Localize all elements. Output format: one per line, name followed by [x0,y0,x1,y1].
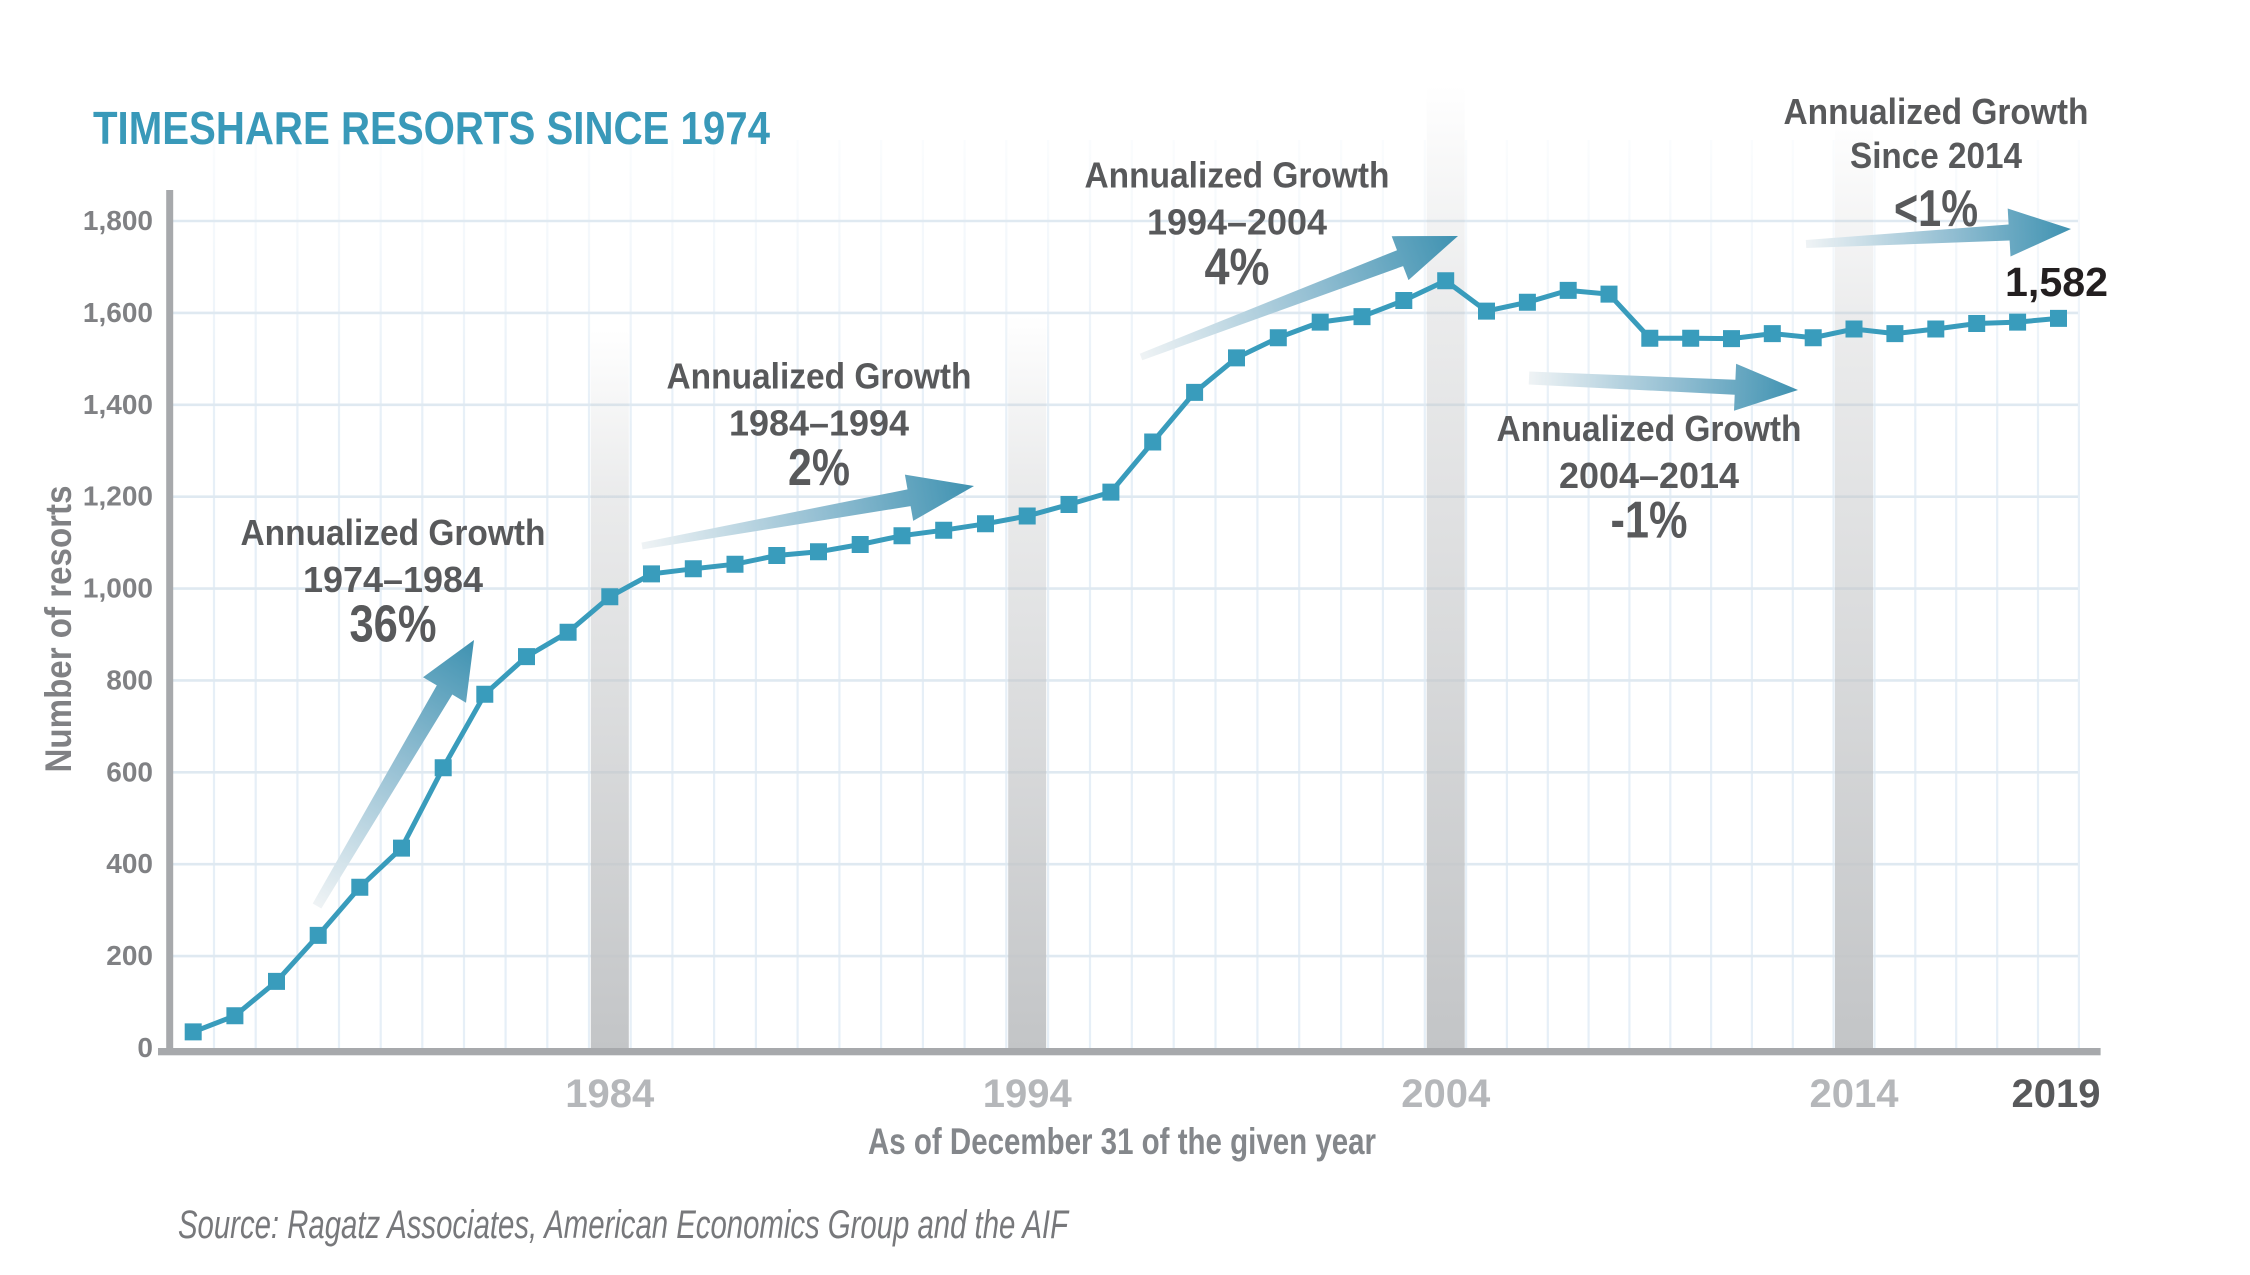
svg-text:1,800: 1,800 [83,205,153,236]
svg-text:400: 400 [106,848,153,879]
svg-text:2004: 2004 [1401,1072,1491,1116]
svg-text:600: 600 [106,756,153,787]
svg-text:1,582: 1,582 [2005,259,2108,305]
svg-text:TIMESHARE RESORTS SINCE 1974: TIMESHARE RESORTS SINCE 1974 [93,102,770,154]
svg-text:1984–1994: 1984–1994 [729,403,909,444]
svg-text:1,000: 1,000 [83,573,153,604]
svg-text:36%: 36% [350,596,437,654]
svg-text:2004–2014: 2004–2014 [1559,455,1739,496]
svg-text:1994: 1994 [983,1072,1073,1116]
svg-text:<1%: <1% [1894,180,1978,238]
svg-text:1994–2004: 1994–2004 [1147,202,1327,243]
svg-text:2019: 2019 [2012,1072,2101,1116]
svg-text:1,400: 1,400 [83,389,153,420]
svg-text:4%: 4% [1205,238,1270,296]
svg-text:2014: 2014 [1810,1072,1900,1116]
svg-text:Annualized Growth: Annualized Growth [1497,408,1802,449]
svg-text:200: 200 [106,940,153,971]
svg-text:Annualized Growth: Annualized Growth [1784,91,2089,132]
svg-text:Annualized Growth: Annualized Growth [241,512,546,553]
svg-text:Annualized Growth: Annualized Growth [667,356,972,397]
svg-text:-1%: -1% [1611,492,1688,550]
svg-text:2%: 2% [788,439,850,497]
svg-text:0: 0 [137,1032,153,1063]
svg-text:1,600: 1,600 [83,297,153,328]
svg-text:Source: Ragatz Associates, Ame: Source: Ragatz Associates, American Econ… [178,1203,1070,1247]
svg-text:Since 2014: Since 2014 [1850,135,2022,176]
svg-text:800: 800 [106,664,153,695]
svg-text:1984: 1984 [565,1072,655,1116]
svg-text:Annualized Growth: Annualized Growth [1085,155,1390,196]
svg-text:1974–1984: 1974–1984 [303,559,483,600]
svg-text:1,200: 1,200 [83,481,153,512]
svg-text:As of December 31 of the given: As of December 31 of the given year [868,1121,1376,1162]
svg-text:Number of resorts: Number of resorts [38,486,79,773]
